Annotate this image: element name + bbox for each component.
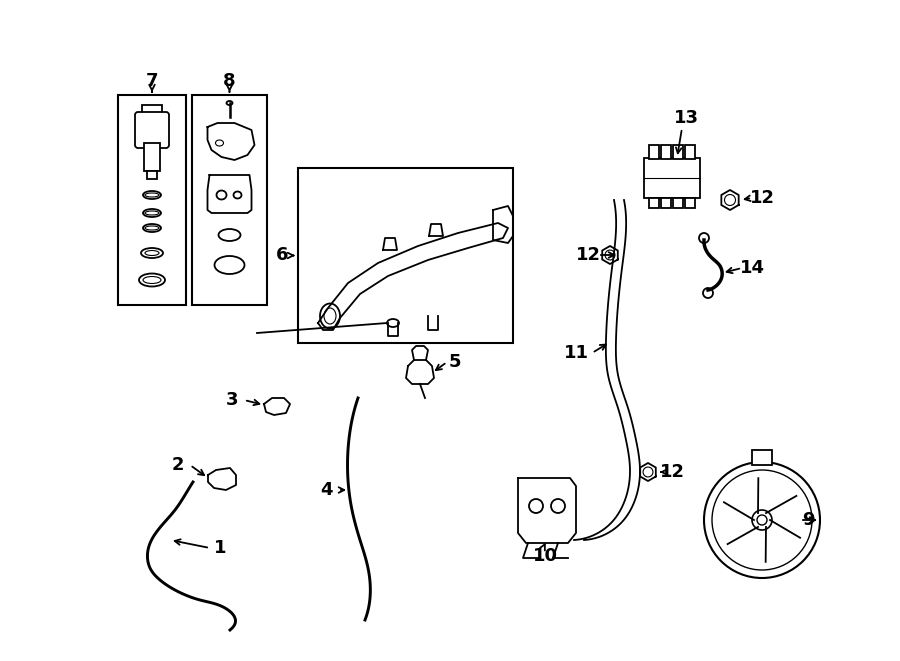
Text: 8: 8	[223, 72, 236, 90]
Text: 7: 7	[146, 72, 158, 90]
Text: 12: 12	[575, 246, 600, 264]
Ellipse shape	[215, 140, 223, 146]
Text: 9: 9	[802, 511, 814, 529]
Ellipse shape	[233, 192, 241, 198]
Text: 1: 1	[214, 539, 226, 557]
Bar	[147, 171, 157, 179]
Bar	[649, 198, 659, 208]
Ellipse shape	[320, 303, 340, 329]
FancyBboxPatch shape	[135, 112, 169, 148]
Ellipse shape	[145, 211, 159, 215]
Bar	[644, 158, 700, 198]
Bar	[661, 198, 671, 208]
Bar	[685, 198, 695, 208]
Bar	[752, 450, 772, 465]
Ellipse shape	[214, 256, 245, 274]
Bar	[298, 168, 513, 343]
Circle shape	[605, 250, 615, 260]
Bar	[685, 145, 695, 159]
Ellipse shape	[143, 276, 161, 284]
Bar	[649, 145, 659, 159]
Ellipse shape	[143, 209, 161, 217]
Ellipse shape	[143, 224, 161, 232]
Ellipse shape	[145, 226, 159, 230]
Circle shape	[699, 233, 709, 243]
Circle shape	[724, 194, 735, 206]
Text: 6: 6	[275, 247, 288, 264]
Ellipse shape	[139, 274, 165, 286]
Bar	[673, 198, 683, 208]
Ellipse shape	[227, 101, 232, 105]
Ellipse shape	[145, 193, 159, 197]
Circle shape	[752, 510, 772, 530]
Text: 10: 10	[533, 547, 557, 565]
Circle shape	[704, 462, 820, 578]
Text: 12: 12	[750, 189, 775, 207]
Ellipse shape	[143, 191, 161, 199]
Ellipse shape	[324, 308, 336, 324]
Text: 2: 2	[172, 456, 184, 474]
Bar	[661, 145, 671, 159]
Text: 11: 11	[563, 344, 589, 362]
Circle shape	[712, 470, 812, 570]
Bar	[142, 105, 162, 115]
Ellipse shape	[141, 248, 163, 258]
Bar	[118, 95, 186, 305]
Circle shape	[643, 467, 653, 477]
Ellipse shape	[145, 251, 159, 256]
Circle shape	[703, 288, 713, 298]
Text: 4: 4	[320, 481, 332, 499]
Circle shape	[529, 499, 543, 513]
Text: 3: 3	[226, 391, 239, 409]
Circle shape	[551, 499, 565, 513]
Circle shape	[757, 515, 767, 525]
Text: 14: 14	[740, 259, 764, 277]
Text: 12: 12	[660, 463, 685, 481]
Ellipse shape	[387, 319, 399, 327]
Text: 13: 13	[673, 109, 698, 127]
Ellipse shape	[219, 229, 240, 241]
Text: 5: 5	[449, 353, 461, 371]
Bar	[144, 143, 160, 171]
Bar	[673, 145, 683, 159]
Bar	[192, 95, 267, 305]
Ellipse shape	[217, 190, 227, 200]
